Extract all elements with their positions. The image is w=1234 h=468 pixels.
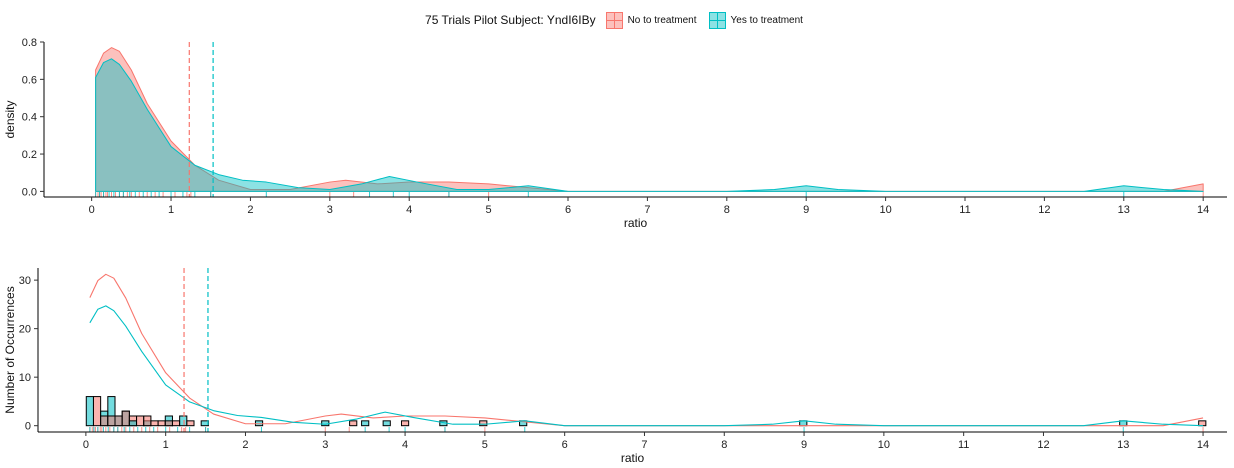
panel2-x-tick-label: 11 — [958, 439, 969, 451]
panel2-line-no-to-treatment — [89, 273, 1204, 427]
panel2-x-tick-label: 9 — [801, 439, 807, 451]
panel2-y-tick-label: 30 — [19, 275, 31, 287]
panel2-x-tick-label: 10 — [878, 439, 890, 451]
panel2-bar-no-to-treatment — [349, 420, 358, 427]
panel2-line-yes-to-treatment — [89, 305, 1204, 427]
panel2-x-tick-label: 13 — [1117, 439, 1129, 451]
panel2-bar-no-to-treatment — [1198, 420, 1207, 427]
panel2-bar-no-to-treatment — [100, 415, 109, 427]
panel2-bar-no-to-treatment — [164, 420, 173, 427]
panel1-x-tick-label: 4 — [406, 204, 412, 216]
panel1-x-tick-label: 14 — [1197, 204, 1209, 216]
panel2-x-tick-label: 12 — [1037, 439, 1049, 451]
panel2-bar-no-to-treatment — [92, 396, 102, 427]
panel2-x-tick-label: 3 — [322, 439, 328, 451]
panel2-x-tick-label: 14 — [1197, 439, 1209, 451]
panel1-x-tick-label: 12 — [1038, 204, 1050, 216]
panel1-x-tick-label: 10 — [879, 204, 891, 216]
panel2-x-tick-label: 0 — [83, 439, 89, 451]
panel2-bar-no-to-treatment — [114, 415, 123, 427]
panel2-bar-no-to-treatment — [107, 415, 116, 427]
legend-key-no — [605, 11, 623, 29]
panel1-x-tick-label: 0 — [89, 204, 95, 216]
panel2-bar-no-to-treatment — [400, 420, 410, 427]
panel2-bar-no-to-treatment — [157, 420, 166, 427]
panel2-y-tick-label: 10 — [19, 372, 31, 384]
panel2-x-axis-label: ratio — [621, 451, 645, 465]
panel1-x-tick-label: 8 — [724, 204, 730, 216]
panel2-bar-no-to-treatment — [171, 420, 181, 427]
panel2-bar-no-to-treatment — [121, 410, 130, 427]
panel1-y-tick-label: 0.8 — [22, 37, 37, 49]
panel1-x-tick-label: 5 — [486, 204, 492, 216]
legend-label-yes: Yes to treatment — [730, 14, 803, 26]
panel2-x-tick-label: 5 — [482, 439, 488, 451]
panel2-bar-yes-to-treatment — [179, 415, 188, 427]
panel2-bar-no-to-treatment — [186, 420, 195, 427]
panel2-bar-yes-to-treatment — [382, 420, 391, 427]
panel2-x-tick-label: 4 — [402, 439, 408, 451]
panel2-y-tick-label: 0 — [25, 421, 31, 433]
panel1-y-axis-label: density — [3, 100, 17, 138]
panel1-x-tick-label: 2 — [247, 204, 253, 216]
panel2-y-tick-label: 20 — [19, 324, 31, 336]
panel1-area-no-to-treatment — [95, 47, 1204, 192]
panel1-x-tick-label: 13 — [1118, 204, 1130, 216]
legend-key-yes — [708, 11, 726, 29]
panel2-y-axis-label: Number of Occurrences — [3, 286, 17, 413]
panel1-area-yes-to-treatment — [95, 58, 1204, 192]
panel2-x-tick-label: 2 — [242, 439, 248, 451]
panel1-x-tick-label: 6 — [565, 204, 571, 216]
legend-item-yes: Yes to treatment — [708, 11, 803, 29]
panel1-x-axis-label: ratio — [624, 216, 648, 230]
panel1-x-tick-label: 9 — [803, 204, 809, 216]
panel1-y-tick-label: 0.4 — [22, 112, 37, 124]
panel1-y-tick-label: 0.0 — [22, 186, 37, 198]
panel2-bar-yes-to-treatment — [361, 420, 370, 427]
panel2-bar-no-to-treatment — [143, 415, 152, 427]
panel1-x-tick-label: 11 — [959, 204, 970, 216]
panel1-x-tick-label: 1 — [168, 204, 174, 216]
panel2-bar-yes-to-treatment — [200, 420, 209, 427]
panel1-y-tick-label: 0.2 — [22, 149, 37, 161]
panel2-bar-no-to-treatment — [136, 415, 145, 427]
legend-title: 75 Trials Pilot Subject: YndI6IBy — [425, 13, 596, 27]
legend-item-no: No to treatment — [605, 11, 697, 29]
panel2-x-tick-label: 7 — [641, 439, 647, 451]
panel2-bar-yes-to-treatment — [128, 420, 138, 427]
panel1-x-tick-label: 3 — [327, 204, 333, 216]
panel1-x-tick-label: 7 — [644, 204, 650, 216]
panel2-x-tick-label: 1 — [163, 439, 169, 451]
panel2-x-tick-label: 6 — [562, 439, 568, 451]
panel2-bar-no-to-treatment — [479, 420, 488, 427]
legend-label-no: No to treatment — [627, 14, 697, 26]
legend: 75 Trials Pilot Subject: YndI6IBy No to … — [0, 8, 1234, 32]
panel2-x-tick-label: 8 — [721, 439, 727, 451]
panel2-bar-no-to-treatment — [150, 420, 159, 427]
panel2-bar-yes-to-treatment — [85, 396, 94, 427]
density-chart: 0 1 2 3 4 5 6 7 8 9 10 11 12 13 140.00.20.40.60.8ratio… — [3, 37, 1227, 230]
panel1-y-tick-label: 0.6 — [22, 74, 37, 86]
